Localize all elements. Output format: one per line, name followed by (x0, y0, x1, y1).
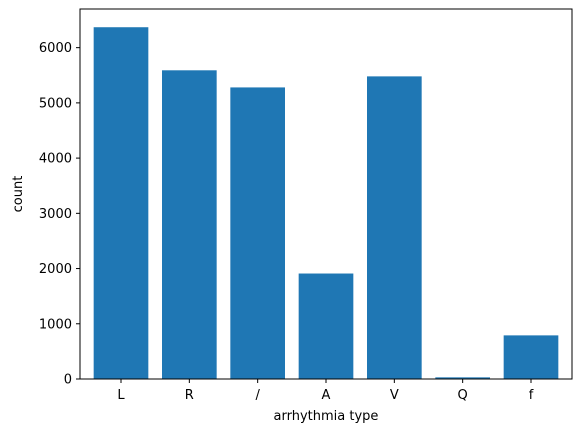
y-tick-label: 4000 (39, 152, 72, 167)
x-tick-label: L (117, 388, 125, 403)
plot-area-frame (79, 8, 573, 380)
y-tick-label: 2000 (39, 262, 72, 277)
x-axis-label: arrhythmia type (274, 409, 379, 424)
y-axis-ticks: 0 1000 2000 3000 4000 5000 6000 (39, 41, 80, 388)
x-tick-label: R (185, 388, 194, 403)
y-tick-label: 6000 (39, 41, 72, 56)
x-tick-label: A (322, 388, 331, 403)
y-tick-label: 5000 (39, 96, 72, 111)
y-tick-label: 1000 (39, 317, 72, 332)
bars-group (93, 27, 559, 380)
bar-f (503, 335, 559, 379)
x-tick-label: f (529, 388, 534, 403)
bar-L (93, 27, 149, 380)
x-tick-label: / (255, 388, 260, 403)
y-tick-label: 3000 (39, 207, 72, 222)
bar-Q (435, 377, 490, 379)
bar-A (298, 273, 354, 379)
y-axis-label: count (11, 176, 26, 213)
bar-/ (230, 87, 285, 379)
y-tick-label: 0 (64, 373, 72, 388)
x-tick-label: Q (458, 388, 468, 403)
bar-V (367, 76, 422, 379)
x-tick-label: V (390, 388, 399, 403)
bar-R (162, 70, 217, 379)
